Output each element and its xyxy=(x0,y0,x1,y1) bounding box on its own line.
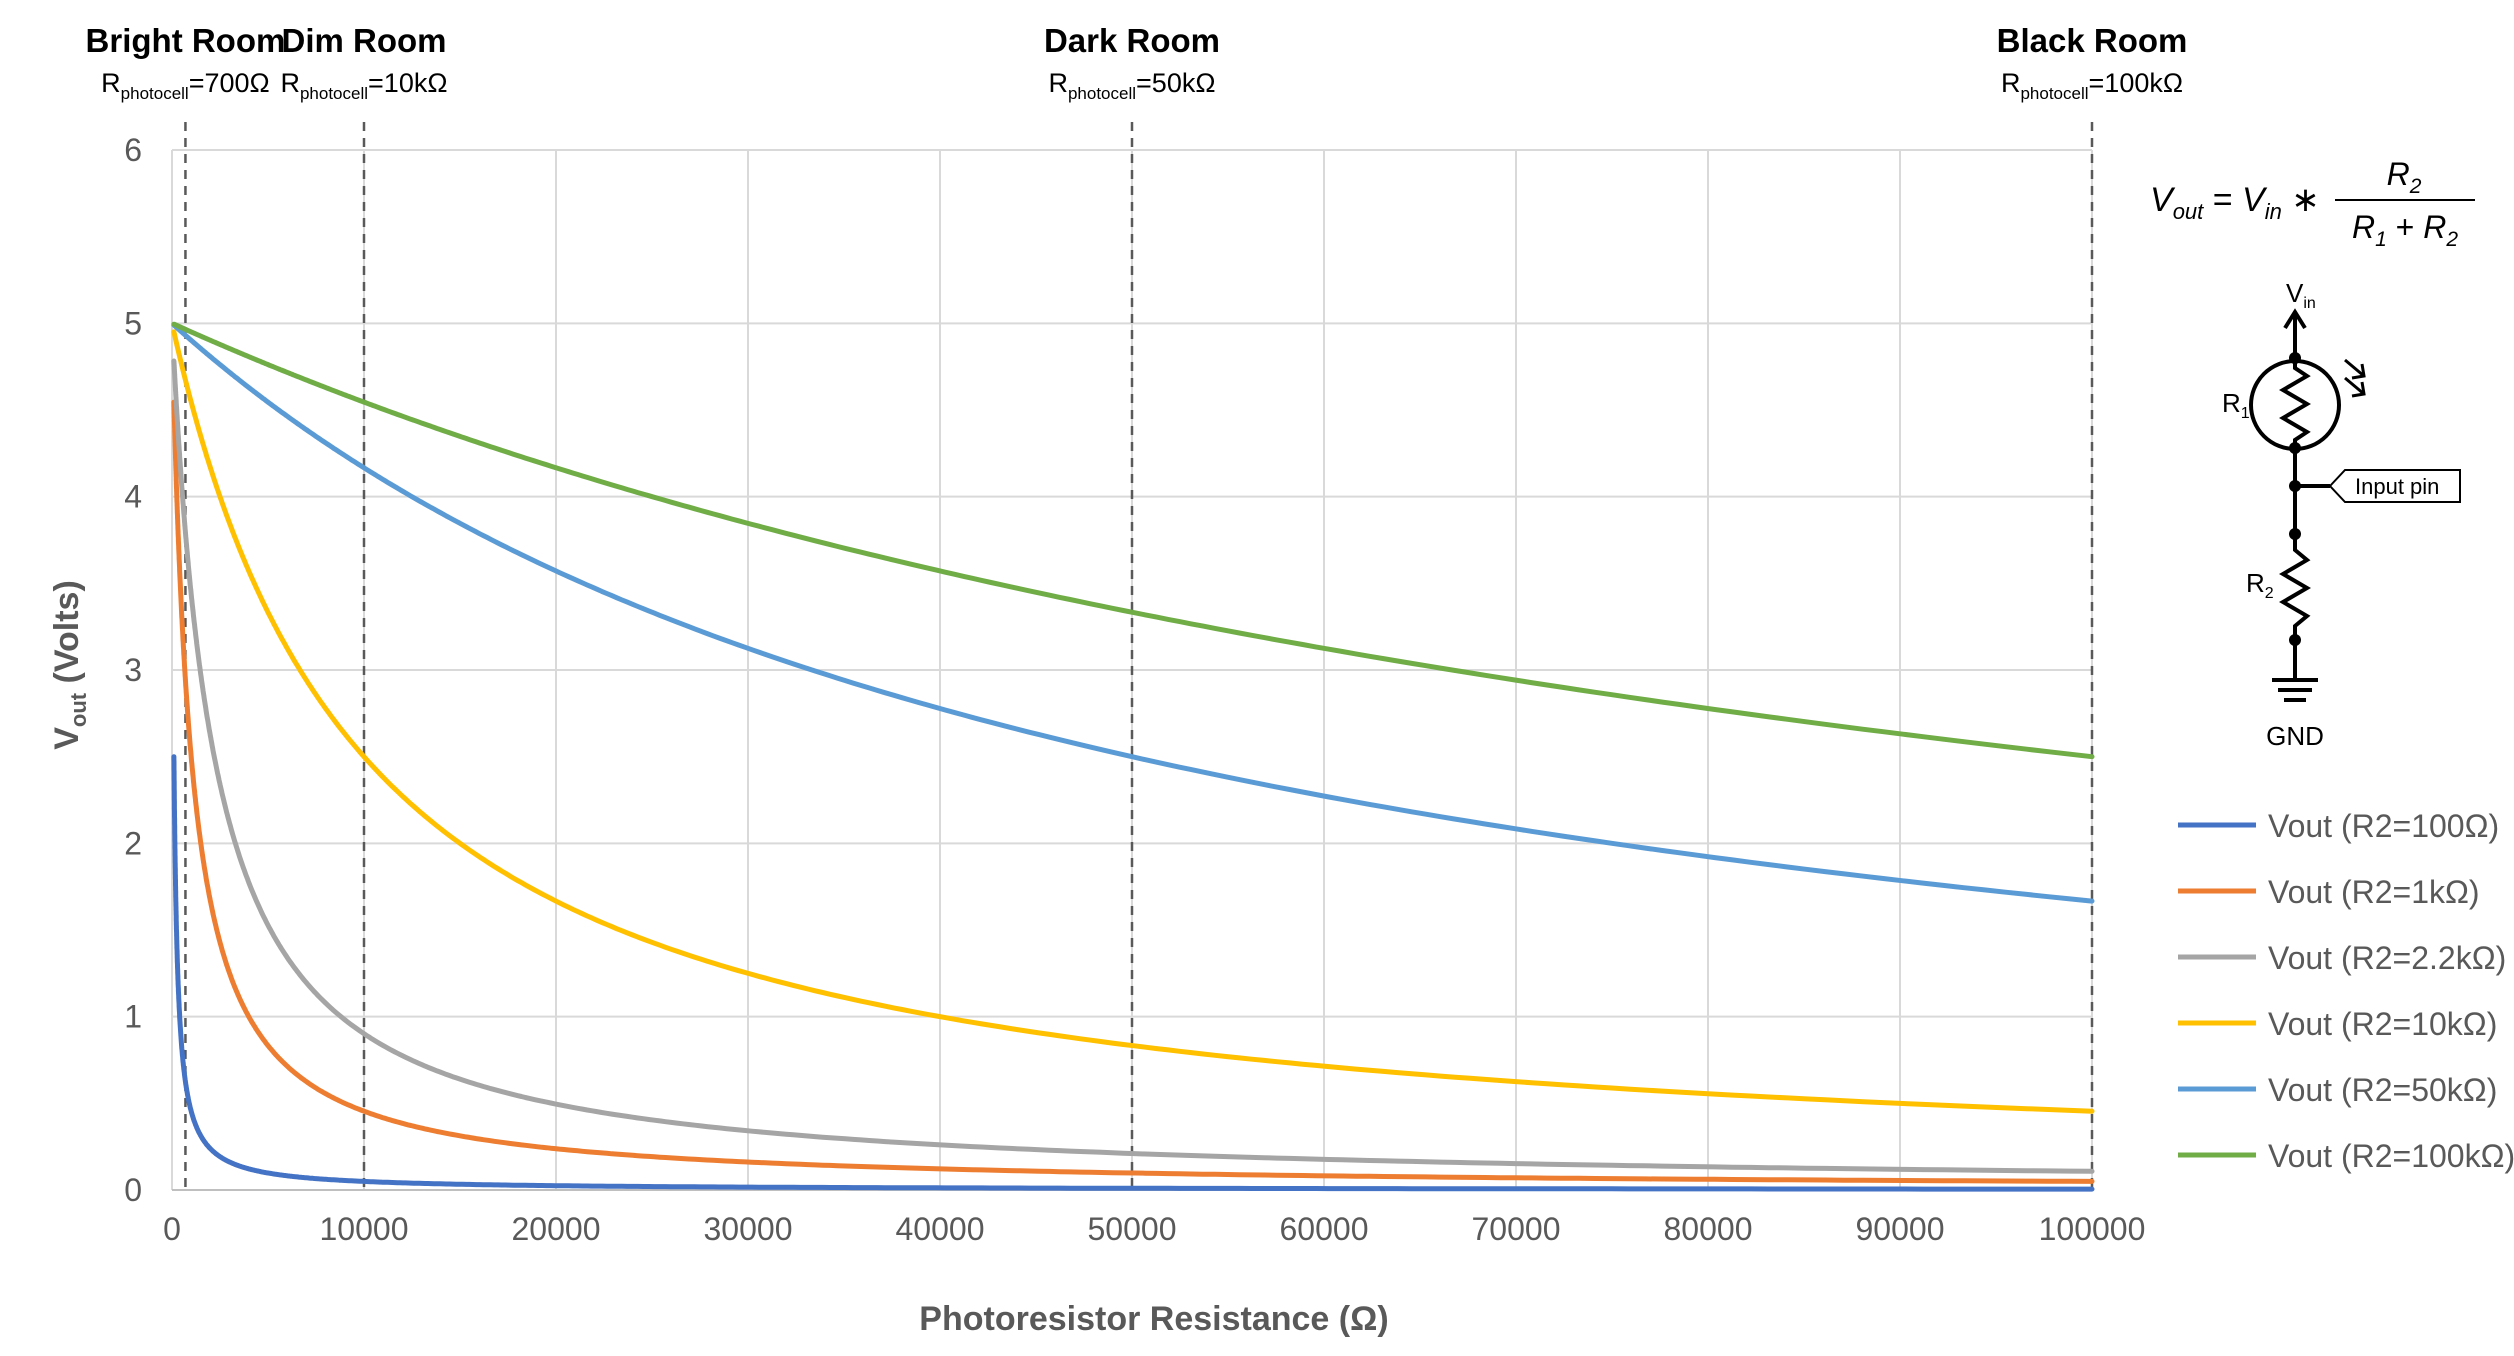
x-tick-label: 30000 xyxy=(704,1211,793,1247)
x-axis-title: Photoresistor Resistance (Ω) xyxy=(919,1300,1388,1338)
y-tick-label: 4 xyxy=(124,479,142,515)
reference-lines: Bright Room Rphotocell=700Ω Dim Room Rphoto… xyxy=(86,22,2188,1190)
x-tick-label: 0 xyxy=(163,1211,181,1247)
y-tick-label: 6 xyxy=(124,132,142,168)
reference-line-title: Dim Room xyxy=(282,22,447,59)
x-tick-label: 20000 xyxy=(512,1211,601,1247)
legend-label: Vout (R2=50kΩ) xyxy=(2268,1072,2497,1108)
r2-label: R2 xyxy=(2246,568,2274,602)
reference-line-value: Rphotocell=10kΩ xyxy=(280,68,447,103)
series-line xyxy=(171,329,2095,1114)
vin-label: Vin xyxy=(2286,278,2316,312)
series-line xyxy=(171,358,2095,1174)
legend-label: Vout (R2=10kΩ) xyxy=(2268,1006,2497,1042)
x-tick-label: 90000 xyxy=(1856,1211,1945,1247)
x-tick-label: 100000 xyxy=(2039,1211,2146,1247)
input-pin-flag xyxy=(2328,469,2461,503)
x-tick-label: 40000 xyxy=(896,1211,985,1247)
circuit-schematic xyxy=(2249,308,2461,702)
y-tick-label: 0 xyxy=(124,1172,142,1208)
svg-text:R1 + R2: R1 + R2 xyxy=(2352,209,2458,251)
svg-text:R2: R2 xyxy=(2387,156,2422,198)
svg-text:Vout = Vin ∗: Vout = Vin ∗ xyxy=(2150,181,2320,224)
reference-line-title: Dark Room xyxy=(1044,22,1220,59)
reference-line-value: Rphotocell=50kΩ xyxy=(1048,68,1215,103)
series-line xyxy=(171,321,2095,760)
legend-label: Vout (R2=100kΩ) xyxy=(2268,1138,2514,1174)
x-tick-label: 50000 xyxy=(1088,1211,1177,1247)
y-tick-label: 3 xyxy=(124,652,142,688)
legend-label: Vout (R2=2.2kΩ) xyxy=(2268,940,2506,976)
tick-labels: 0 10000 20000 30000 40000 50000 60000 70000 8000… xyxy=(124,132,2145,1247)
legend-label: Vout (R2=100Ω) xyxy=(2268,808,2499,844)
legend-label: Vout (R2=1kΩ) xyxy=(2268,874,2480,910)
y-tick-label: 5 xyxy=(124,305,142,341)
r1-resistor-zigzag xyxy=(2279,358,2311,448)
series-line xyxy=(171,322,2095,904)
reference-line-title: Bright Room xyxy=(86,22,286,59)
y-axis-title: Vout (Volts) xyxy=(48,580,91,750)
x-tick-label: 60000 xyxy=(1280,1211,1369,1247)
legend: Vout (R2=100Ω) Vout (R2=1kΩ) Vout (R2=2.2k… xyxy=(2178,808,2514,1174)
reference-line-title: Black Room xyxy=(1997,22,2188,59)
x-tick-label: 70000 xyxy=(1472,1211,1561,1247)
reference-line-value: Rphotocell=700Ω xyxy=(101,68,270,103)
photocell-circle xyxy=(2249,359,2341,451)
circuit-labels: Vin R1 R2 Input pin GND xyxy=(2222,278,2439,751)
reference-line-value: Rphotocell=100kΩ xyxy=(2001,68,2183,103)
series-lines xyxy=(171,321,2095,1192)
series-line xyxy=(171,399,2095,1184)
input-pin-label: Input pin xyxy=(2355,474,2439,499)
gnd-label: GND xyxy=(2266,721,2324,751)
r2-resistor-zigzag xyxy=(2279,534,2311,640)
r1-label: R1 xyxy=(2222,388,2250,422)
x-tick-label: 80000 xyxy=(1664,1211,1753,1247)
x-tick-label: 10000 xyxy=(320,1211,409,1247)
y-tick-label: 1 xyxy=(124,999,142,1035)
voltage-divider-formula: Vout = Vin ∗ R2 R1 + R2 xyxy=(2150,156,2475,251)
series-line xyxy=(171,754,2095,1192)
y-tick-label: 2 xyxy=(124,825,142,861)
